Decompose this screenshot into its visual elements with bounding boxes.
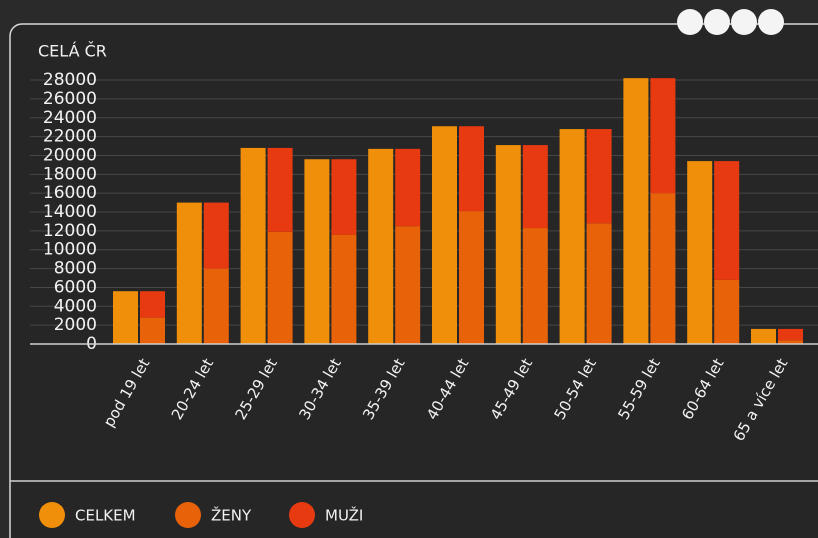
bar-segment: [267, 231, 293, 344]
legend-label: MUŽI: [325, 506, 363, 525]
y-tick-label: 18000: [43, 164, 97, 184]
bar-segment: [331, 234, 357, 344]
bar-segment: [459, 126, 484, 212]
bar: [687, 161, 713, 344]
bar: [751, 328, 776, 344]
bar-segment: [778, 340, 803, 344]
bar-segment: [140, 317, 165, 344]
legend-swatch: [289, 502, 315, 528]
y-tick-label: 4000: [54, 296, 97, 316]
bar: [559, 129, 585, 344]
y-tick-label: 26000: [43, 89, 97, 109]
bar: [176, 202, 202, 344]
bar: [368, 148, 394, 344]
bar-segment: [650, 193, 676, 344]
y-tick-label: 8000: [54, 259, 97, 279]
bar-segment: [459, 211, 484, 344]
bar: [495, 145, 521, 344]
bar-segment: [522, 228, 548, 344]
y-tick-label: 2000: [54, 315, 97, 335]
y-tick-label: 10000: [43, 240, 97, 260]
y-tick-label: 24000: [43, 108, 97, 128]
bar-segment: [586, 223, 612, 344]
bar-segment: [395, 226, 421, 344]
bar-segment: [714, 279, 740, 344]
bar: [304, 159, 330, 344]
legend-label: ŽENY: [211, 506, 252, 525]
bar-segment: [395, 148, 421, 227]
bar-segment: [650, 78, 676, 194]
bar-segment: [267, 147, 293, 232]
bar-segment: [203, 268, 229, 344]
dot: [704, 9, 730, 35]
dot: [677, 9, 703, 35]
legend-swatch: [175, 502, 201, 528]
bar: [623, 78, 649, 344]
y-tick-label: 14000: [43, 202, 97, 222]
bar-segment: [331, 159, 357, 235]
y-tick-label: 20000: [43, 145, 97, 165]
y-tick-label: 12000: [43, 221, 97, 241]
legend-swatch: [39, 502, 65, 528]
bar-segment: [778, 328, 803, 341]
dot: [758, 9, 784, 35]
window-dots: [677, 9, 784, 35]
bar-segment: [522, 145, 548, 229]
bar-segment: [140, 291, 165, 318]
y-tick-label: 28000: [43, 70, 97, 90]
y-tick-label: 22000: [43, 127, 97, 147]
bar: [113, 291, 138, 344]
bar-segment: [586, 129, 612, 224]
y-tick-label: 16000: [43, 183, 97, 203]
bar: [240, 147, 266, 344]
dot: [731, 9, 757, 35]
bar: [432, 126, 457, 344]
bar-segment: [714, 161, 740, 280]
chart-title: CELÁ ČR: [38, 42, 107, 61]
legend-label: CELKEM: [75, 507, 136, 525]
bar-segment: [203, 202, 229, 269]
y-tick-label: 6000: [54, 277, 97, 297]
